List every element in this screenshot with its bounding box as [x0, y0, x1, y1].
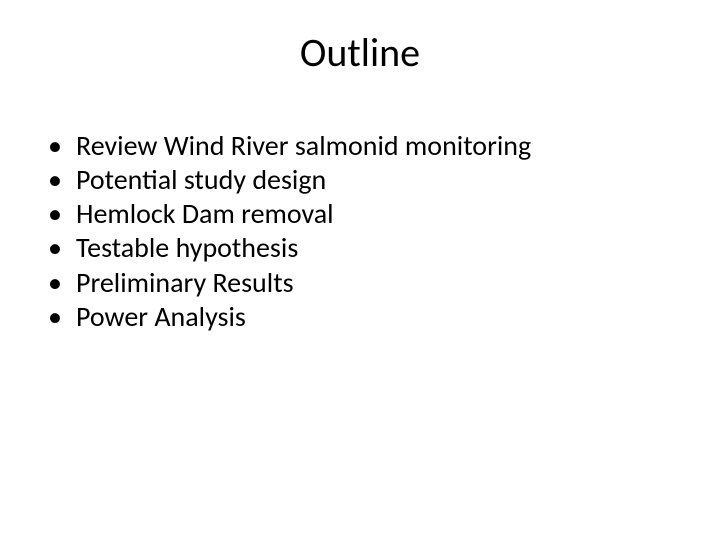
slide-container: Outline Review Wind River salmonid monit… [0, 0, 720, 540]
list-item: Hemlock Dam removal [48, 197, 720, 231]
list-item: Preliminary Results [48, 266, 720, 300]
bullet-list: Review Wind River salmonid monitoring Po… [0, 129, 720, 334]
slide-title: Outline [0, 28, 720, 77]
list-item: Potential study design [48, 163, 720, 197]
list-item: Power Analysis [48, 300, 720, 334]
list-item: Review Wind River salmonid monitoring [48, 129, 720, 163]
list-item: Testable hypothesis [48, 231, 720, 265]
